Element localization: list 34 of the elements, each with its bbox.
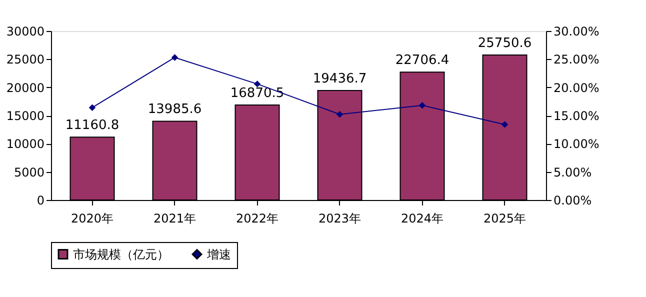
data-label: 25750.6	[478, 36, 532, 51]
data-label: 22706.4	[395, 53, 450, 68]
y2-tick-label: 5.00%	[554, 165, 592, 180]
y2-tick-label: 10.00%	[554, 137, 600, 152]
point	[336, 111, 344, 118]
x-tick-label: 2021年	[153, 212, 196, 226]
x-tick-label: 2020年	[70, 212, 114, 226]
y2-tick-label: 30.00%	[554, 24, 600, 38]
point	[88, 104, 96, 111]
y-tick-label: 30000	[6, 24, 44, 38]
point	[501, 121, 508, 128]
y2-tick-label: 0.00%	[554, 194, 592, 208]
y-tick-label: 0	[36, 194, 44, 208]
legend-label: 市场规模（亿元）	[73, 247, 169, 262]
data-label: 13985.6	[148, 102, 202, 118]
y-tick-label: 25000	[6, 52, 44, 67]
point	[418, 102, 426, 109]
data-label: 19436.7	[312, 72, 367, 87]
y-tick-label: 10000	[6, 137, 44, 152]
x-tick-label: 2022年	[236, 212, 279, 226]
data-label: 11160.8	[65, 118, 120, 134]
y2-tick-label: 20.00%	[554, 80, 600, 95]
x-tick-label: 2023年	[318, 212, 362, 226]
point	[171, 54, 178, 61]
y-tick-label: 5000	[14, 165, 44, 180]
x-tick-label: 2025年	[483, 212, 526, 226]
y-tick-label: 15000	[6, 109, 44, 123]
x-tick-label: 2024年	[400, 212, 444, 226]
point	[254, 80, 261, 88]
y-tick-label: 20000	[6, 80, 44, 95]
y2-tick-label: 15.00%	[554, 109, 600, 123]
legend-label: 增速	[206, 247, 231, 262]
data-label: 16870.5	[230, 86, 284, 101]
y2-tick-label: 25.00%	[554, 52, 600, 67]
